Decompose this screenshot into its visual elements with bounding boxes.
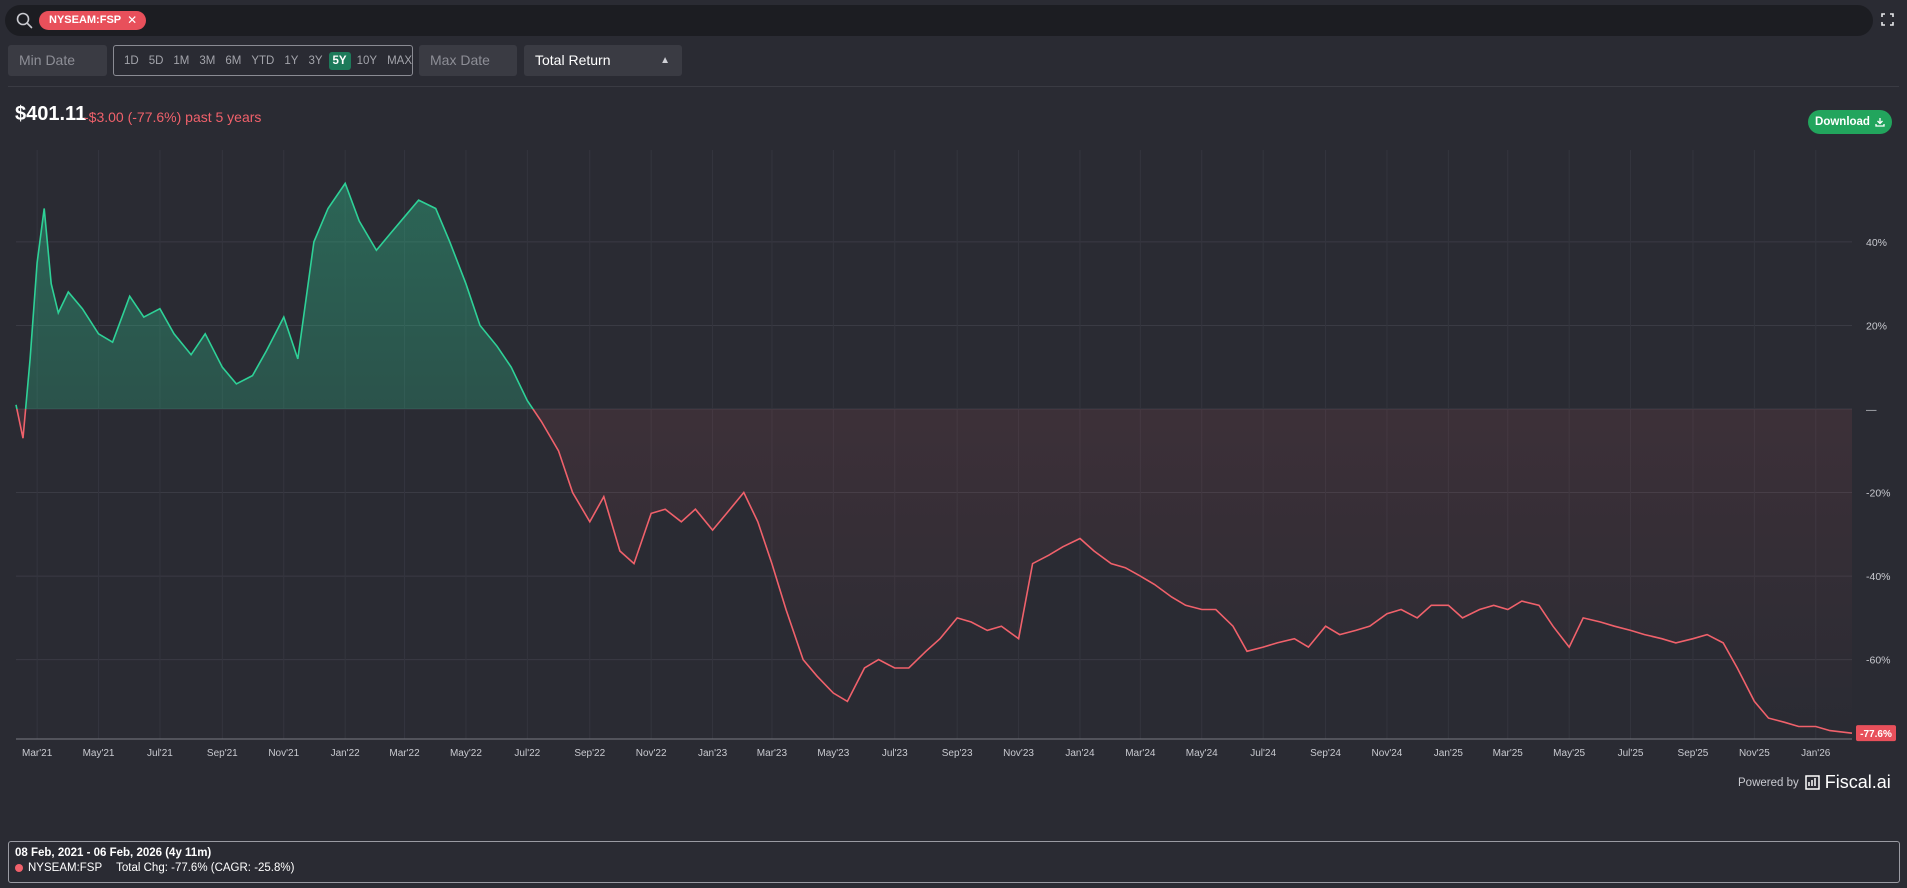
x-tick-label: Mar'24	[1125, 748, 1156, 759]
y-tick-label: 40%	[1866, 237, 1887, 249]
x-tick-label: May'22	[450, 748, 482, 759]
download-button[interactable]: Download	[1808, 110, 1892, 134]
series-line-negative	[16, 408, 1853, 734]
x-tick-label: Jul'21	[147, 748, 173, 759]
x-tick-label: Nov'24	[1372, 748, 1403, 759]
x-tick-label: May'21	[83, 748, 115, 759]
legend-stats: Total Chg: -77.6% (CAGR: -25.8%)	[116, 862, 295, 874]
x-tick-label: Nov'25	[1739, 748, 1770, 759]
download-label: Download	[1815, 116, 1870, 128]
range-button-3m[interactable]: 3M	[199, 54, 216, 67]
x-tick-label: Jul'22	[514, 748, 540, 759]
range-button-1y[interactable]: 1Y	[284, 54, 299, 67]
x-tick-label: Sep'24	[1310, 748, 1341, 759]
range-button-max[interactable]: MAX	[387, 54, 412, 67]
remove-ticker-icon[interactable]: ✕	[127, 13, 138, 27]
x-tick-label: Jul'23	[882, 748, 908, 759]
price-change: -$3.00 (-77.6%) past 5 years	[84, 109, 262, 125]
x-tick-label: Sep'25	[1678, 748, 1709, 759]
metric-select[interactable]: Total Return ▲	[524, 45, 682, 76]
select-chevron-icon: ▲	[660, 55, 670, 66]
x-tick-label: Mar'22	[389, 748, 420, 759]
range-selector: 1D 5D 1M 3M 6M YTD 1Y 3Y 5Y 10Y MAX	[113, 45, 413, 76]
x-tick-label: Nov'23	[1003, 748, 1034, 759]
x-tick-label: May'24	[1186, 748, 1218, 759]
x-tick-label: Jan'24	[1065, 748, 1095, 759]
x-tick-label: Sep'21	[207, 748, 238, 759]
x-tick-label: Jan'22	[331, 748, 361, 759]
x-tick-label: Mar'25	[1493, 748, 1524, 759]
x-tick-label: Sep'22	[574, 748, 605, 759]
x-tick-label: Mar'23	[757, 748, 788, 759]
legend-panel: 08 Feb, 2021 - 06 Feb, 2026 (4y 11m) NYS…	[8, 841, 1900, 883]
ticker-tag-label: NYSEAM:FSP	[49, 14, 122, 26]
x-tick-label: Nov'22	[636, 748, 667, 759]
fullscreen-icon[interactable]	[1881, 13, 1894, 26]
ticker-tag[interactable]: NYSEAM:FSP ✕	[39, 11, 147, 30]
y-tick-label: —	[1866, 404, 1877, 416]
x-tick-label: May'23	[817, 748, 849, 759]
search-icon	[16, 12, 33, 29]
fiscal-ai-logo[interactable]: Fiscal.ai	[1804, 772, 1891, 793]
powered-by: Powered by Fiscal.ai	[1738, 772, 1891, 793]
metric-select-value: Total Return	[535, 52, 611, 68]
min-date-input[interactable]: Min Date	[8, 45, 107, 76]
max-date-input[interactable]: Max Date	[419, 45, 517, 76]
x-tick-label: Sep'23	[942, 748, 973, 759]
y-tick-label: -60%	[1866, 655, 1891, 667]
fiscal-logo-icon	[1804, 775, 1820, 790]
x-tick-label: Nov'21	[268, 748, 299, 759]
x-tick-label: Jan'25	[1434, 748, 1464, 759]
x-tick-label: Jul'25	[1618, 748, 1644, 759]
powered-by-label: Powered by	[1738, 776, 1799, 789]
positive-area	[16, 183, 533, 409]
range-button-6m[interactable]: 6M	[225, 54, 242, 67]
range-button-5d[interactable]: 5D	[148, 54, 164, 67]
range-button-5y[interactable]: 5Y	[328, 51, 351, 70]
x-tick-label: May'25	[1553, 748, 1585, 759]
divider	[8, 86, 1899, 87]
y-tick-label: -20%	[1866, 488, 1891, 500]
download-icon	[1875, 118, 1885, 127]
last-value-label: -77.6%	[1860, 729, 1892, 740]
y-tick-label: -40%	[1866, 571, 1891, 583]
x-tick-label: Jul'24	[1250, 748, 1276, 759]
range-button-10y[interactable]: 10Y	[356, 54, 378, 67]
last-value-badge	[1856, 725, 1896, 742]
range-button-1m[interactable]: 1M	[173, 54, 190, 67]
legend-date-range: 08 Feb, 2021 - 06 Feb, 2026 (4y 11m)	[15, 847, 212, 859]
x-tick-label: Jan'26	[1801, 748, 1831, 759]
series-dot	[15, 864, 23, 872]
legend-ticker: NYSEAM:FSP	[28, 862, 103, 874]
x-tick-label: Jan'23	[698, 748, 728, 759]
range-button-1d[interactable]: 1D	[124, 54, 139, 67]
series-line-positive	[15, 181, 534, 409]
range-button-ytd[interactable]: YTD	[251, 54, 275, 67]
search-bar[interactable]: NYSEAM:FSP ✕	[5, 5, 1873, 36]
negative-area	[16, 408, 1852, 734]
fiscal-brand-text: Fiscal.ai	[1824, 772, 1891, 792]
current-price: $401.11	[15, 103, 87, 125]
y-tick-label: 20%	[1866, 320, 1887, 332]
x-tick-label: Mar'21	[22, 748, 53, 759]
return-chart: 40% 20% — -20% -40% -60% Mar'21 May'21 Jul'21 Sep…	[15, 150, 1896, 759]
range-button-3y[interactable]: 3Y	[308, 54, 323, 67]
